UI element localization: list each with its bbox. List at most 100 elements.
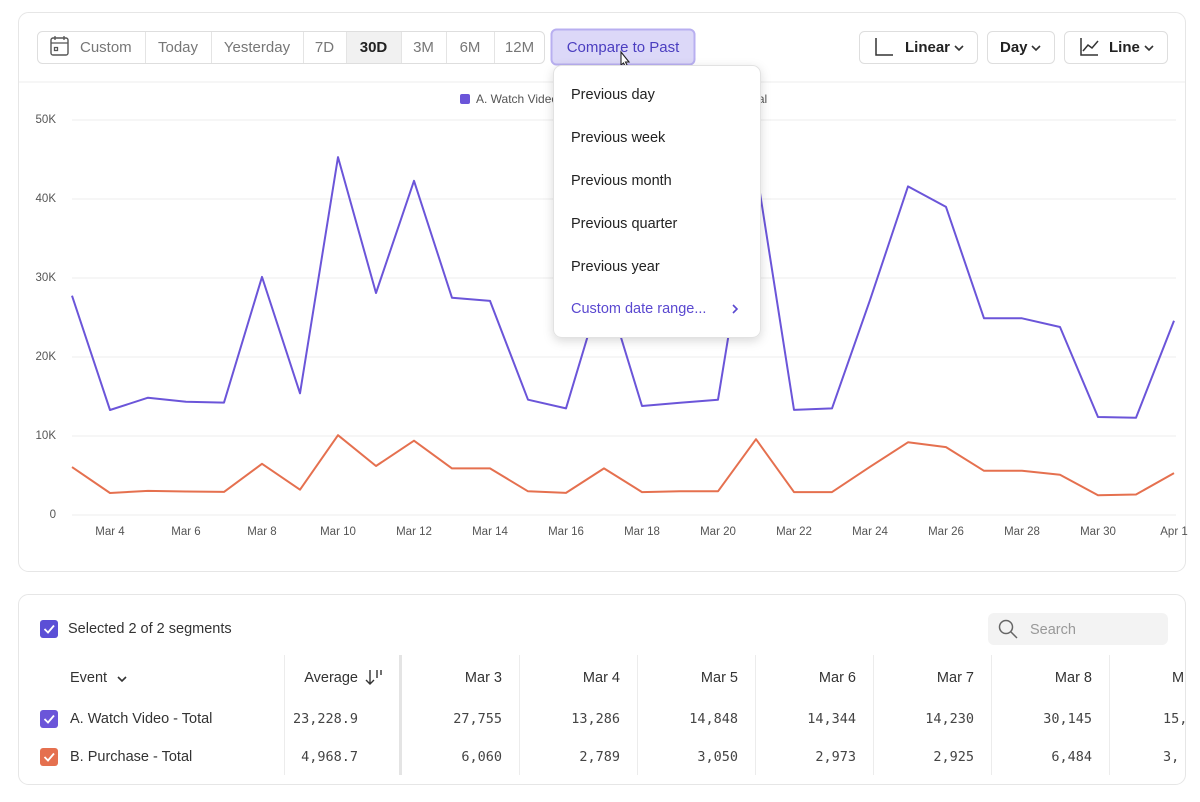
x-tick-label: Mar 4 [95,526,125,538]
selection-label: Selected 2 of 2 segments [68,621,232,637]
checkbox[interactable] [40,748,58,766]
range-button[interactable]: Today [145,32,199,63]
cell: 14,848 [689,711,738,727]
compare-button[interactable]: Compare to Past [550,28,696,66]
y-tick-label: 20K [36,351,57,363]
checkbox[interactable] [40,710,58,728]
search-box[interactable] [988,613,1168,645]
cell: 3,050 [697,749,738,765]
x-tick-label: Mar 8 [247,526,276,538]
range-button[interactable]: 7D [303,32,335,63]
x-tick-label: Mar 18 [624,526,660,538]
dropdown-bg [987,31,1055,64]
cell: 27,755 [453,711,502,727]
range-group [37,31,545,64]
column-header[interactable]: Mar 3 [465,670,502,686]
menu-item-custom[interactable]: Custom date range... [571,301,706,317]
y-tick-label: 10K [36,430,57,442]
frozen-separator [399,655,402,775]
toolbar: Custom Today Yesterday 7D 30D 3M 6M 12M Compare … [37,28,1168,68]
cell: 6,484 [1051,749,1092,765]
column-header[interactable]: Mar 8 [1055,670,1092,686]
x-tick-label: Mar 22 [776,526,812,538]
compare-bg [550,28,696,66]
checkbox[interactable] [40,620,58,638]
column-header[interactable]: Average [304,670,358,686]
range-label: 6M [460,39,481,56]
chevron-right [732,304,739,314]
menu-bg [553,65,761,338]
menu-item[interactable]: Previous quarter [571,216,678,232]
compare-label: Compare to Past [567,39,680,56]
cell: 14,344 [807,711,856,727]
compare-menu: Previous day Previous week Previous month P… [553,65,761,338]
range-label: Yesterday [224,39,291,56]
range-button[interactable]: 3M [401,32,434,63]
range-label: 7D [315,39,334,56]
x-tick-label: Mar 12 [396,526,432,538]
column-header[interactable]: Mar 7 [937,670,974,686]
series-line [71,156,1175,419]
cell: 14,230 [925,711,974,727]
cell: 3, [1163,749,1179,765]
cell: 2,973 [815,749,856,765]
check-mark [43,714,55,724]
x-tick-label: Mar 16 [548,526,584,538]
cell: 30,145 [1043,711,1092,727]
line-icon [1080,38,1099,56]
search-icon [1010,631,1018,639]
row-label: B. Purchase - Total [70,749,192,765]
table: Selected 2 of 2 segments Search Event Avera… [40,613,1185,775]
check-mark [43,752,55,762]
x-tick-label: Apr 1 [1160,526,1188,538]
chevron-icon [117,676,127,683]
menu-item[interactable]: Previous week [571,130,666,146]
series-line [71,434,1175,497]
range-button[interactable]: Custom [50,36,132,56]
y-tick-label: 0 [50,509,56,521]
column-header[interactable]: Mar 4 [583,670,620,686]
range-label: 30D [360,39,388,56]
x-tick-label: Mar 10 [320,526,356,538]
range-button[interactable]: Yesterday [211,32,291,63]
column-header[interactable]: Event [70,670,107,686]
column-header[interactable]: M [1172,670,1184,686]
cell: 6,060 [461,749,502,765]
menu-item[interactable]: Previous day [571,87,656,103]
y-tick-label: 50K [36,114,57,126]
dropdown-button[interactable]: Line [1064,31,1168,64]
range-label: Custom [80,39,132,56]
cell: 13,286 [571,711,620,727]
cell: 4,968.7 [301,749,358,765]
range-button[interactable]: 12M [494,32,535,63]
x-tick-label: Mar 26 [928,526,964,538]
y-tick-label: 40K [36,193,57,205]
search-placeholder[interactable]: Search [1030,622,1076,638]
range-label: 12M [505,39,534,56]
range-label: 3M [413,39,434,56]
column-header[interactable]: Mar 6 [819,670,856,686]
plot: 0 10K 20K 30K 40K 50K Mar 4 Mar 6 Mar 8 Mar 10 Mar… [36,92,1188,538]
y-tick-label: 30K [36,272,57,284]
row-label: A. Watch Video - Total [70,711,212,727]
calendar-icon [51,36,68,52]
table-card [18,594,1186,785]
dropdown-button[interactable]: Linear [859,31,978,64]
x-tick-label: Mar 24 [852,526,888,538]
sort-icon [365,670,382,685]
range-button[interactable]: 30D [346,32,402,63]
column-header[interactable]: Mar 5 [701,670,738,686]
menu-item[interactable]: Previous year [571,259,660,275]
cell: 2,789 [579,749,620,765]
dropdown-label: Day [1000,39,1028,56]
x-tick-label: Mar 14 [472,526,508,538]
cell: 2,925 [933,749,974,765]
chevron-icon [1031,45,1041,52]
chevron-icon [1144,45,1154,52]
axis-icon [875,38,893,56]
menu-item[interactable]: Previous month [571,173,672,189]
cell: 23,228.9 [293,711,358,727]
dropdown-button[interactable]: Day [987,31,1055,64]
range-button[interactable]: 6M [446,32,481,63]
